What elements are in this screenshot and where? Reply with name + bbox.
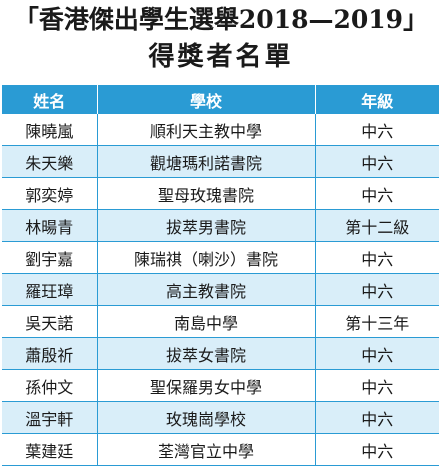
- cell-grade: 中六: [315, 273, 439, 306]
- table-row: 陳曉嵐 順利天主教中學 中六: [2, 114, 439, 146]
- table-row: 蕭殷祈 拔萃女書院 中六: [2, 337, 439, 370]
- cell-school: 拔萃女書院: [97, 337, 316, 370]
- cell-name: 葉建廷: [2, 433, 98, 466]
- column-header-grade: 年級: [315, 85, 439, 114]
- table-row: 郭奕婷 聖母玫瑰書院 中六: [2, 177, 439, 210]
- table-header: 姓名 學校 年級: [2, 85, 439, 114]
- cell-name: 孫仲文: [2, 369, 98, 402]
- cell-school: 南島中學: [97, 305, 316, 338]
- cell-grade: 中六: [315, 337, 439, 370]
- cell-grade: 中六: [315, 433, 439, 466]
- cell-name: 劉宇嘉: [2, 241, 98, 274]
- cell-grade: 中六: [315, 401, 439, 434]
- table-row: 溫宇軒 玫瑰崗學校 中六: [2, 401, 439, 434]
- cell-grade: 第十二級: [315, 209, 439, 242]
- cell-name: 羅玨璋: [2, 273, 98, 306]
- table-row: 劉宇嘉 陳瑞祺（喇沙）書院 中六: [2, 241, 439, 274]
- cell-school: 荃灣官立中學: [97, 433, 316, 466]
- cell-school: 聖保羅男女中學: [97, 369, 316, 402]
- cell-name: 吳天諾: [2, 305, 98, 338]
- page-subtitle: 得獎者名單: [148, 42, 294, 72]
- cell-name: 陳曉嵐: [2, 114, 98, 146]
- table-row: 朱天樂 觀塘瑪利諾書院 中六: [2, 145, 439, 178]
- table-row: 吳天諾 南島中學 第十三年: [2, 305, 439, 338]
- winners-table: 姓名 學校 年級 陳曉嵐 順利天主教中學 中六 朱天樂 觀塘瑪利諾書院 中六 郭…: [2, 85, 439, 466]
- table-row: 葉建廷 荃灣官立中學 中六: [2, 433, 439, 466]
- cell-name: 朱天樂: [2, 145, 98, 178]
- cell-grade: 中六: [315, 177, 439, 210]
- cell-school: 高主教書院: [97, 273, 316, 306]
- cell-school: 陳瑞祺（喇沙）書院: [97, 241, 316, 274]
- table-row: 孫仲文 聖保羅男女中學 中六: [2, 369, 439, 402]
- cell-name: 蕭殷祈: [2, 337, 98, 370]
- header-row: 姓名 學校 年級: [2, 85, 439, 114]
- table-row: 林暘青 拔萃男書院 第十二級: [2, 209, 439, 242]
- table-row: 羅玨璋 高主教書院 中六: [2, 273, 439, 306]
- cell-school: 聖母玫瑰書院: [97, 177, 316, 210]
- cell-name: 林暘青: [2, 209, 98, 242]
- cell-grade: 第十三年: [315, 305, 439, 338]
- cell-grade: 中六: [315, 241, 439, 274]
- cell-school: 拔萃男書院: [97, 209, 316, 242]
- cell-grade: 中六: [315, 369, 439, 402]
- cell-grade: 中六: [315, 114, 439, 146]
- cell-grade: 中六: [315, 145, 439, 178]
- cell-name: 郭奕婷: [2, 177, 98, 210]
- cell-school: 順利天主教中學: [97, 114, 316, 146]
- cell-school: 玫瑰崗學校: [97, 401, 316, 434]
- cell-name: 溫宇軒: [2, 401, 98, 434]
- column-header-school: 學校: [97, 85, 316, 114]
- page-title: 「香港傑出學生選舉2018—2019」: [13, 5, 429, 34]
- table-body: 陳曉嵐 順利天主教中學 中六 朱天樂 觀塘瑪利諾書院 中六 郭奕婷 聖母玫瑰書院…: [2, 114, 439, 466]
- cell-school: 觀塘瑪利諾書院: [97, 145, 316, 178]
- column-header-name: 姓名: [2, 85, 98, 114]
